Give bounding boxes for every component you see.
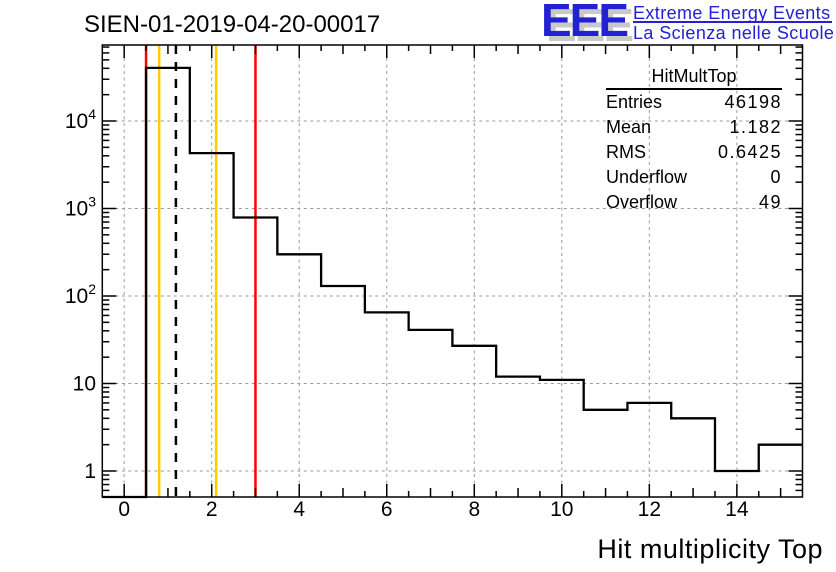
y-tick-label: 10: [73, 373, 96, 396]
stats-value: 0.6425: [717, 142, 782, 162]
stats-row-entries: Entries 46198: [606, 90, 782, 115]
stats-label: Underflow: [606, 167, 688, 187]
y-tick-label: 1: [84, 460, 96, 483]
y-tick-label: 102: [65, 281, 96, 308]
x-tick-label: 2: [206, 498, 218, 521]
stats-row-rms: RMS 0.6425: [606, 140, 782, 165]
stats-label: RMS: [606, 142, 646, 162]
y-tick-label: 104: [65, 106, 96, 133]
stats-row-mean: Mean 1.182: [606, 115, 782, 140]
stats-label: Entries: [606, 92, 663, 112]
logo-subtitle-1: Extreme Energy Events: [633, 3, 831, 23]
logo-subtitle-2: La Scienza nelle Scuole: [633, 23, 835, 43]
x-axis-title: Hit multiplicity Top: [597, 534, 823, 564]
x-tick-label: 4: [293, 498, 305, 521]
histogram-line: [102, 66, 803, 499]
stats-value: 46198: [724, 92, 782, 112]
logo-divider: [633, 21, 832, 23]
stats-label: Mean: [606, 117, 652, 137]
stats-value: 49: [758, 192, 782, 212]
x-tick-label: 10: [550, 498, 573, 521]
eee-logo: EEE: [541, 0, 629, 46]
stats-value: 1.182: [729, 117, 782, 137]
x-tick-label: 12: [638, 498, 661, 521]
stats-row-underflow: Underflow 0: [606, 165, 782, 190]
page-title: SIEN-01-2019-04-20-00017: [84, 11, 381, 38]
stats-label: Overflow: [606, 192, 678, 212]
stats-title: HitMultTop: [606, 64, 782, 90]
stats-row-overflow: Overflow 49: [606, 190, 782, 215]
stats-value: 0: [770, 167, 782, 187]
x-tick-label: 0: [118, 498, 130, 521]
stats-box: HitMultTop Entries 46198 Mean 1.182 RMS …: [606, 64, 782, 215]
y-tick-label: 103: [65, 194, 96, 221]
x-tick-label: 8: [468, 498, 480, 521]
x-tick-label: 6: [381, 498, 393, 521]
x-tick-label: 14: [725, 498, 749, 521]
